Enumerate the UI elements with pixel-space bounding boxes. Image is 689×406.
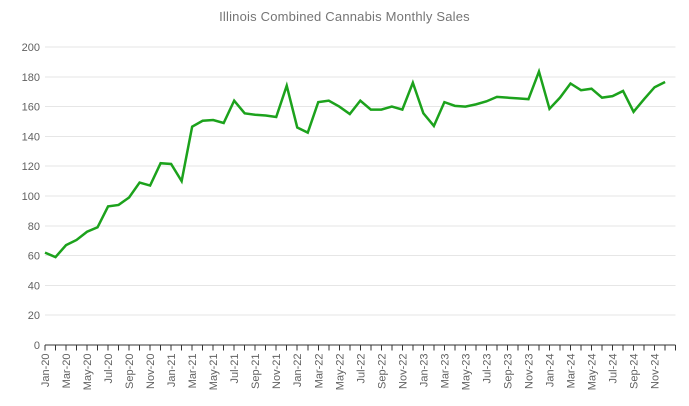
x-axis-label: Sep-23 — [502, 354, 514, 389]
x-axis-label: Jan-22 — [292, 354, 304, 388]
x-axis-label: Mar-21 — [187, 354, 199, 389]
x-axis-label: Jul-23 — [481, 354, 493, 384]
x-axis-label: Jan-20 — [40, 354, 52, 388]
y-axis-label: 100 — [22, 191, 40, 203]
x-axis-label: May-24 — [587, 354, 599, 391]
x-axis-label: Nov-20 — [145, 354, 157, 389]
x-axis-label: May-20 — [82, 354, 94, 391]
x-axis-label: Sep-22 — [376, 354, 388, 389]
x-axis-label: Sep-20 — [124, 354, 136, 389]
x-axis-label: May-23 — [460, 354, 472, 391]
x-axis-label: Jul-24 — [608, 354, 620, 384]
chart-title: Illinois Combined Cannabis Monthly Sales — [219, 9, 470, 24]
y-axis-label: 120 — [22, 161, 40, 173]
x-axis-label: Jul-20 — [103, 354, 115, 384]
y-axis-label: 60 — [28, 251, 40, 263]
x-axis-label: May-21 — [208, 354, 220, 391]
x-axis-label: May-22 — [334, 354, 346, 391]
y-axis-label: 20 — [28, 310, 40, 322]
x-axis-label: Mar-20 — [61, 354, 73, 389]
x-axis-label: Nov-22 — [397, 354, 409, 389]
y-axis-labels: 0 20 40 60 80 100 120 140 160 180 200 — [22, 42, 40, 352]
x-axis-label: Nov-21 — [271, 354, 283, 389]
y-gridlines — [45, 46, 676, 316]
sales-line — [44, 67, 666, 259]
x-axis-label: Nov-24 — [650, 354, 662, 389]
x-axis-label: Jul-22 — [355, 354, 367, 384]
x-axis-labels: Jan-20 Mar-20 May-20 Jul-20 Sep-20 Nov-20 Jan-… — [40, 354, 662, 391]
x-axis-label: Mar-22 — [313, 354, 325, 389]
x-axis-label: Sep-21 — [250, 354, 262, 389]
x-axis-label: Mar-23 — [439, 354, 451, 389]
y-axis-label: 200 — [22, 42, 40, 54]
y-axis-label: 0 — [34, 340, 40, 352]
y-axis-label: 180 — [22, 72, 40, 84]
y-axis-label: 140 — [22, 131, 40, 143]
x-axis-label: Mar-24 — [566, 354, 578, 389]
x-axis-label: Sep-24 — [629, 354, 641, 389]
y-axis-label: 80 — [28, 221, 40, 233]
x-axis-label: Nov-23 — [523, 354, 535, 389]
y-axis-label: 40 — [28, 280, 40, 292]
x-axis-label: Jan-21 — [166, 354, 178, 388]
x-axis-label: Jan-24 — [544, 354, 556, 388]
x-axis-label: Jan-23 — [418, 354, 430, 388]
y-axis-label: 160 — [22, 102, 40, 114]
x-axis-label: Jul-21 — [229, 354, 241, 384]
x-axis-ticks — [44, 345, 677, 351]
